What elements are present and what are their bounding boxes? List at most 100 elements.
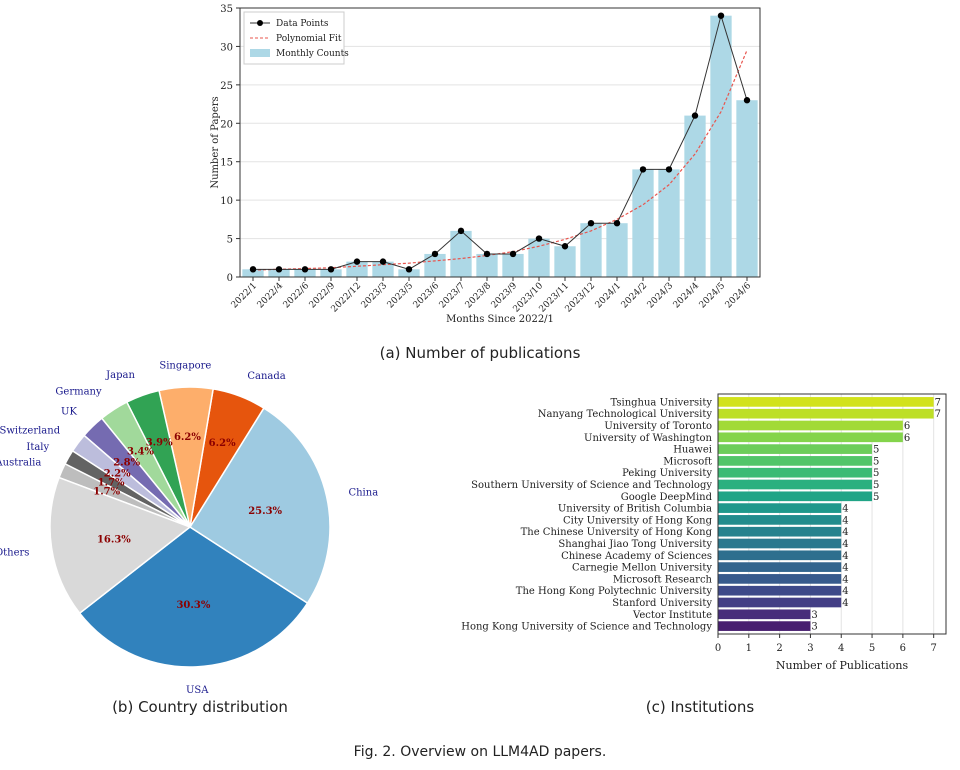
institution-bar [718,432,903,443]
data-point [327,266,335,273]
institution-value-label: 4 [842,598,848,609]
institution-value-label: 5 [873,480,879,491]
xtick-label-c: 6 [900,643,906,654]
institution-label: Google DeepMind [621,492,713,503]
institution-label: Microsoft Research [613,574,713,585]
bar-a [658,169,680,277]
institution-bar [718,526,842,537]
institution-label: Peking University [622,468,712,479]
institution-value-label: 4 [842,586,848,597]
bar-a [398,269,420,277]
bar-a [554,246,576,277]
institution-label: Vector Institute [632,610,712,621]
institution-bar [718,550,842,561]
institution-value-label: 3 [811,610,817,621]
pie-percent-label: 1.7% [98,478,125,489]
xtick-label-a: 2023/3 [360,281,390,311]
institution-bar [718,456,873,466]
bar-a [502,253,524,277]
institution-bar [718,609,811,620]
institution-bar [718,574,842,584]
bar-a [736,100,758,277]
pie-country-label: UK [61,406,77,417]
xtick-label-a: 2024/4 [672,281,702,311]
institution-label: Stanford University [612,598,712,609]
legend-marker-points [257,20,263,26]
publications-chart: 051015202530352022/12022/42022/62022/920… [210,4,761,325]
institution-bar [718,491,873,502]
data-point [431,250,439,258]
data-point [639,166,647,173]
bar-a [294,269,316,277]
ytick-label-a: 30 [220,42,233,53]
pie-slice [78,526,309,668]
institution-value-label: 4 [842,504,848,515]
institution-bar [718,562,842,572]
institution-bar [718,444,873,454]
institution-label: The Chinese University of Hong Kong [521,527,713,538]
institution-bar [718,479,873,490]
institution-bar [718,585,842,596]
institution-value-label: 4 [842,515,848,526]
bar-a [242,269,264,277]
bar-a [606,223,628,277]
bar-a [580,223,602,277]
institution-value-label: 4 [842,563,848,574]
caption-c: (c) Institutions [645,698,755,716]
institution-bar [718,408,934,419]
institution-label: University of British Columbia [558,504,712,515]
xtick-label-a: 2022/4 [256,281,286,311]
x-axis-title-c: Number of Publications [776,659,909,672]
data-point [405,266,413,273]
data-point [587,220,595,227]
data-point [249,266,257,273]
xtick-label-a: 2024/3 [646,281,676,311]
institution-label: Nanyang Technological University [538,409,713,420]
xtick-label-a: 2024/2 [620,281,649,310]
institution-label: Carnegie Mellon University [572,563,712,574]
bar-a [450,230,472,277]
xtick-label-c: 0 [715,643,721,654]
xtick-label-a: 2023/5 [386,281,416,311]
pie-percent-label: 2.8% [113,458,140,469]
x-axis-title-a: Months Since 2022/1 [446,314,554,325]
institution-value-label: 6 [904,433,910,444]
pie-slice [188,407,331,605]
institution-bar [718,597,842,608]
institution-label: City University of Hong Kong [563,515,713,526]
bar-a [710,15,732,278]
data-point [743,97,751,104]
institution-label: Shanghai Jiao Tong University [558,539,712,550]
data-point [509,250,517,258]
caption-b: (b) Country distribution [112,698,288,716]
pie-percent-label: 25.3% [248,506,282,517]
data-point [483,250,491,258]
xtick-label-c: 3 [807,643,813,654]
ytick-label-a: 0 [227,273,233,284]
xtick-label-c: 1 [746,643,752,654]
pie-percent-label: 6.2% [174,432,201,443]
ytick-label-a: 10 [220,196,233,207]
institution-value-label: 4 [842,551,848,562]
institution-bar [718,467,873,478]
institution-label: Microsoft [663,456,712,467]
plot-frame-a [239,7,761,278]
institution-value-label: 5 [873,456,879,467]
xtick-label-a: 2024/6 [724,281,754,311]
institution-label: The Hong Kong Polytechnic University [516,586,713,597]
data-point [301,266,309,273]
institution-label: University of Toronto [604,421,712,432]
pie-country-label: Italy [26,442,49,453]
data-point [717,12,725,19]
ytick-label-a: 15 [220,158,233,169]
caption-a: (a) Number of publications [379,344,581,362]
figure-caption: Fig. 2. Overview on LLM4AD papers. [353,744,607,760]
bar-a [528,238,550,277]
xtick-label-a: 2023/7 [438,281,468,311]
data-point [457,227,465,235]
pie-country-label: Canada [247,371,285,382]
data-point [275,266,283,273]
pie-percent-label: 2.2% [104,468,131,479]
institution-value-label: 4 [842,527,848,538]
institution-bar [718,420,903,431]
